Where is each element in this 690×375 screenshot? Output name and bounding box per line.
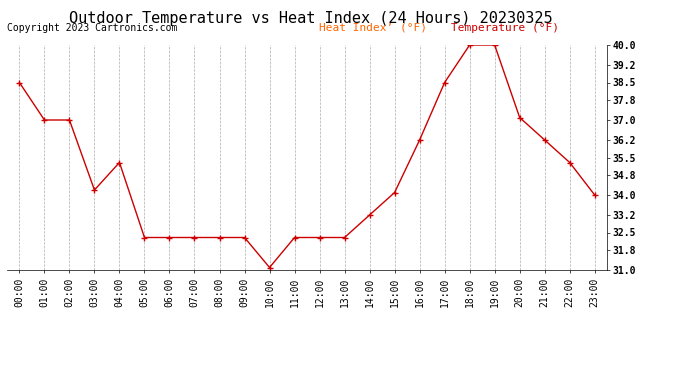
Text: Copyright 2023 Cartronics.com: Copyright 2023 Cartronics.com xyxy=(7,22,177,33)
Text: Temperature (°F): Temperature (°F) xyxy=(451,22,559,33)
Text: Heat Index’ (°F): Heat Index’ (°F) xyxy=(319,22,427,33)
Text: Outdoor Temperature vs Heat Index (24 Hours) 20230325: Outdoor Temperature vs Heat Index (24 Ho… xyxy=(69,11,552,26)
